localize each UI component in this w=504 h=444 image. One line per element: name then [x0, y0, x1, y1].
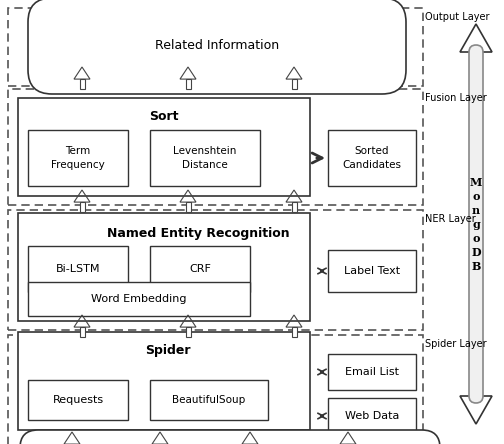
- Bar: [150, 380, 268, 420]
- Bar: [28, 282, 250, 316]
- Text: Related Information: Related Information: [155, 40, 279, 52]
- Bar: [8, 89, 423, 205]
- Text: Web Data: Web Data: [345, 411, 399, 421]
- Bar: [28, 130, 128, 186]
- Bar: [328, 354, 416, 390]
- Bar: [150, 246, 250, 292]
- Bar: [291, 327, 296, 337]
- Text: Sort: Sort: [149, 110, 179, 123]
- Text: Requests: Requests: [52, 395, 103, 405]
- Text: Sorted
Candidates: Sorted Candidates: [343, 147, 402, 170]
- Text: o: o: [472, 190, 480, 202]
- Bar: [328, 130, 416, 186]
- Bar: [18, 332, 310, 430]
- Text: Word Embedding: Word Embedding: [91, 294, 187, 304]
- Text: Output Layer: Output Layer: [425, 12, 489, 22]
- Text: Label Text: Label Text: [344, 266, 400, 276]
- Text: NER Layer: NER Layer: [425, 214, 476, 224]
- Bar: [80, 79, 85, 89]
- FancyBboxPatch shape: [20, 430, 440, 444]
- Text: Spider Layer: Spider Layer: [425, 339, 487, 349]
- FancyBboxPatch shape: [28, 0, 406, 94]
- Text: Term
Frequency: Term Frequency: [51, 147, 105, 170]
- Text: Spider: Spider: [145, 344, 191, 357]
- Bar: [8, 210, 423, 330]
- Bar: [80, 327, 85, 337]
- Text: D: D: [471, 246, 481, 258]
- Bar: [8, 335, 423, 444]
- Bar: [8, 8, 423, 86]
- Bar: [18, 98, 310, 196]
- Bar: [18, 213, 310, 321]
- Bar: [28, 380, 128, 420]
- Bar: [28, 246, 128, 292]
- Text: Bi-LSTM: Bi-LSTM: [56, 264, 100, 274]
- Bar: [328, 398, 416, 434]
- Text: BeautifulSoup: BeautifulSoup: [172, 395, 245, 405]
- Text: o: o: [472, 233, 480, 243]
- Bar: [185, 327, 191, 337]
- Bar: [185, 79, 191, 89]
- Text: M: M: [470, 177, 482, 187]
- Text: g: g: [472, 218, 480, 230]
- Text: B: B: [471, 261, 481, 271]
- Text: Email List: Email List: [345, 367, 399, 377]
- Bar: [328, 250, 416, 292]
- Bar: [291, 202, 296, 212]
- Bar: [150, 130, 260, 186]
- Text: Named Entity Recognition: Named Entity Recognition: [107, 226, 289, 239]
- Bar: [185, 202, 191, 212]
- Text: Fusion Layer: Fusion Layer: [425, 93, 487, 103]
- Text: CRF: CRF: [189, 264, 211, 274]
- Text: Levenshtein
Distance: Levenshtein Distance: [173, 147, 237, 170]
- Bar: [291, 79, 296, 89]
- Text: n: n: [472, 205, 480, 215]
- FancyBboxPatch shape: [469, 45, 483, 403]
- Bar: [80, 202, 85, 212]
